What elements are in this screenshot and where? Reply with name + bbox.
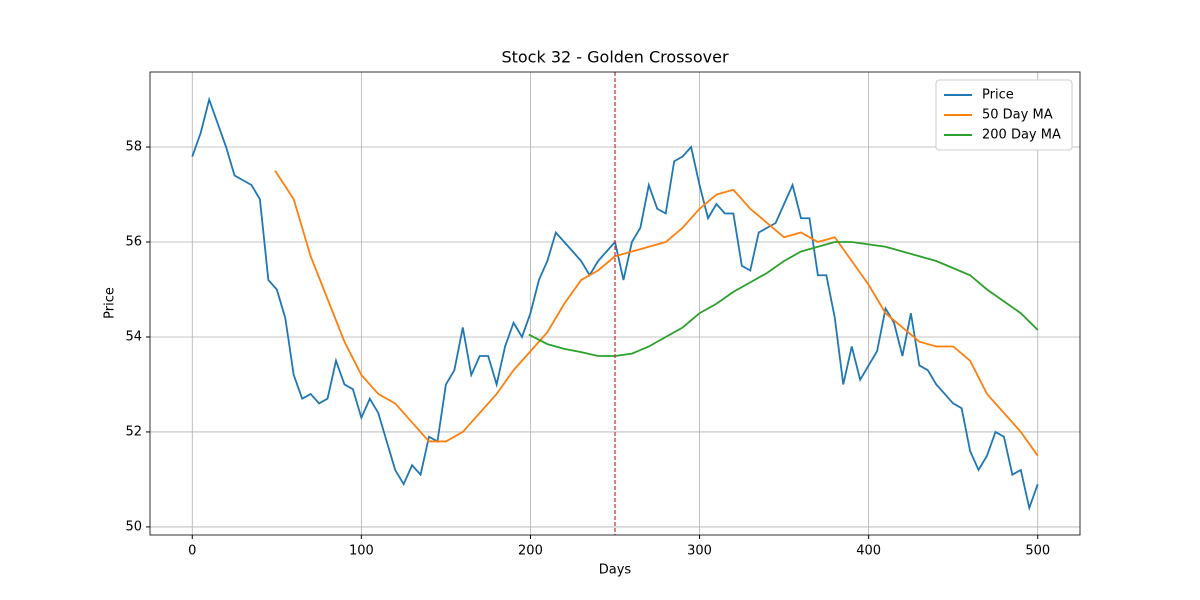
chart-title: Stock 32 - Golden Crossover	[501, 48, 728, 67]
y-axis-label: Price	[103, 287, 118, 319]
y-tick-label: 56	[125, 235, 142, 250]
legend-box	[935, 79, 1073, 151]
legend-label: Price	[982, 88, 1014, 103]
y-tick-label: 52	[125, 424, 142, 439]
x-tick-label: 200	[518, 544, 543, 559]
x-axis-label: Days	[599, 563, 632, 578]
x-tick-label: 500	[1025, 544, 1050, 559]
series-line	[528, 241, 1039, 357]
x-tick-label: 400	[856, 544, 881, 559]
y-tick-label: 58	[125, 140, 142, 155]
legend-label: 200 Day MA	[982, 128, 1061, 143]
series-line	[274, 170, 1039, 457]
x-tick-label: 300	[687, 544, 712, 559]
y-tick-label: 50	[125, 519, 142, 534]
x-tick-label: 0	[188, 544, 196, 559]
legend-label: 50 Day MA	[982, 108, 1053, 123]
x-tick-label: 100	[349, 544, 374, 559]
y-tick-label: 54	[125, 329, 142, 344]
plot-frame	[149, 71, 1081, 536]
